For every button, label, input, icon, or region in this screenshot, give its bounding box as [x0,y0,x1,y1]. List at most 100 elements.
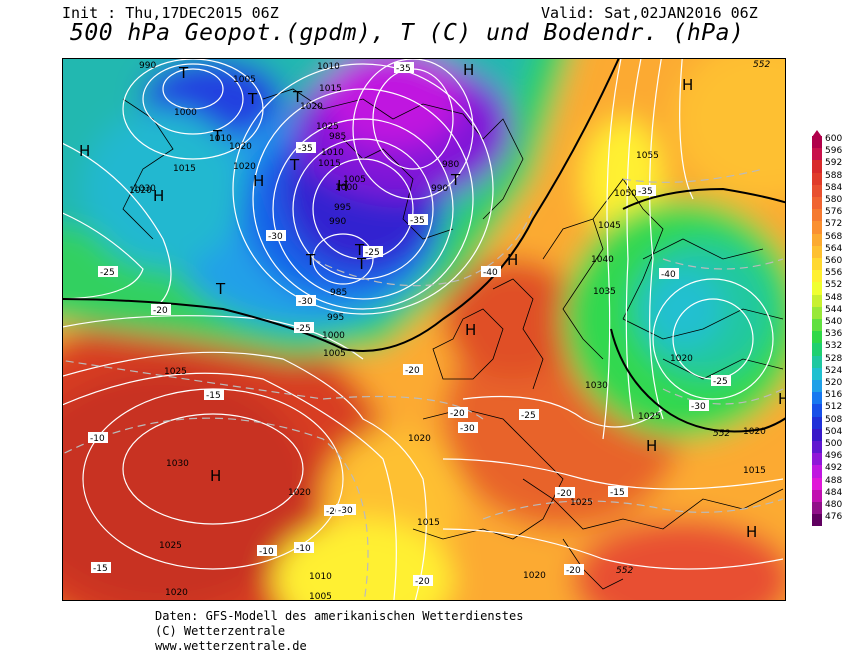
legend-value: 580 [825,195,843,205]
isobar-label: 1005 [233,75,256,85]
legend-swatch [812,465,822,478]
legend-swatch [812,172,822,185]
legend-value: 508 [825,414,843,425]
isotherm-label-box [564,564,584,575]
isobar-label: 1015 [743,466,766,476]
weather-map: 990 1005 1010 1015 1020 1025 1000 1010 1015 1020 1… [62,58,786,601]
legend-swatch [812,343,822,356]
legend-swatch [812,416,822,429]
legend-swatch [812,367,822,380]
legend-swatch [812,477,822,490]
coastlines [122,88,784,590]
footer-copyright: (C) Wetterzentrale [155,624,286,638]
isobar-label: 1010 [321,148,344,158]
legend-entry: 496 [812,451,850,466]
isotherm-label: -20 [153,306,168,316]
legend-entry: 508 [812,414,850,429]
legend-swatch [812,428,822,441]
legend-value: 512 [825,402,843,413]
isotherm-label: -30 [691,402,706,412]
valid-time: Valid: Sat,02JAN2016 06Z [541,4,758,22]
isobar-label: 1045 [598,221,621,231]
isotherm-label: -25 [100,268,115,278]
legend-entry: 592 [812,158,850,173]
isobar-label: 1025 [638,412,661,422]
legend-value: 596 [825,146,843,157]
legend-entry: 524 [812,365,850,380]
low-pressure-marker: T [178,64,189,82]
isotherm-label-box [555,487,575,498]
legend-swatch [812,209,822,222]
legend-swatch [812,392,822,405]
isotherm-label: -30 [268,232,283,242]
isobar-label: 1030 [166,459,189,469]
isotherm-label: -20 [557,489,572,499]
legend-entry: 580 [812,195,850,210]
isotherm-label: -10 [296,544,311,554]
isobar-label: 1020 [743,427,766,437]
isotherm-label: -25 [365,248,380,258]
isobar-label: 985 [330,288,347,298]
isobar-label: 1015 [319,84,342,94]
legend-entry: 560 [812,256,850,271]
isotherm-label-box [458,422,478,433]
isotherm-label: -20 [326,507,341,517]
legend-value: 576 [825,207,843,218]
isotherm-label-box [294,542,314,553]
legend-entry: 544 [812,305,850,319]
low-pressure-marker: T [289,156,300,174]
isotherm-label: -15 [610,488,625,498]
legend-entry: 520 [812,378,850,393]
legend-value: 520 [825,378,843,388]
high-pressure-marker: H [465,321,476,339]
legend-value: 488 [825,475,843,486]
isotherm-label: -30 [460,424,475,434]
isotherm-label-box [204,389,224,400]
isotherm-label-box [324,505,344,516]
legend-value: 572 [825,219,843,230]
legend-entry: 500 [812,439,850,454]
isobar-label: 1020 [670,354,693,364]
legend-entry: 540 [812,317,850,332]
isotherm-label-box [394,62,414,73]
legend-entry: 552 [812,280,850,295]
legend-swatch [812,148,822,161]
legend-swatch [812,331,822,344]
footer-source: Daten: GFS-Modell des amerikanischen Wet… [155,609,524,623]
legend-value: 528 [825,353,843,364]
isobar-label: 1020 [288,488,311,498]
legend-swatch [812,441,822,454]
isotherm-label: -10 [90,434,105,444]
isobar-label: 1020 [300,102,323,112]
low-pressure-marker: T [292,88,303,106]
legend-swatch [812,221,822,234]
isobar-label: 1000 [335,183,358,193]
high-pressure-marker: H [463,61,474,79]
isobar-label: 1020 [233,162,256,172]
legend-swatch [812,489,822,502]
isotherm-label-box [481,266,501,277]
isotherm-label: -40 [483,268,498,278]
isobar-label: 990 [431,184,448,194]
isobar-label: 1030 [133,184,156,194]
isobar-label: 995 [334,203,351,213]
legend-swatch [812,380,822,393]
isotherm-label-box [91,562,111,573]
isotherm-label-box [266,230,286,241]
legend-swatch [812,319,822,332]
isobar-label: 1020 [523,571,546,581]
legend-value: 524 [825,365,843,376]
legend-entry: 548 [812,293,850,307]
isobar-label: 1030 [585,381,608,391]
legend-entry: 588 [812,171,850,185]
isobar-label: 1020 [129,186,152,196]
isotherm-label-box [448,407,468,418]
high-pressure-marker: H [210,467,221,485]
isobar-label: 1005 [309,592,332,601]
legend-swatch [812,502,822,515]
legend-entry: 584 [812,183,850,197]
isobar-label: 1025 [570,498,593,508]
legend-value: 568 [825,231,843,242]
color-legend: 600 596 592 588 584 580 576 572 568 564 560 556 552 5… [812,134,850,527]
isotherm-label: -20 [405,366,420,376]
